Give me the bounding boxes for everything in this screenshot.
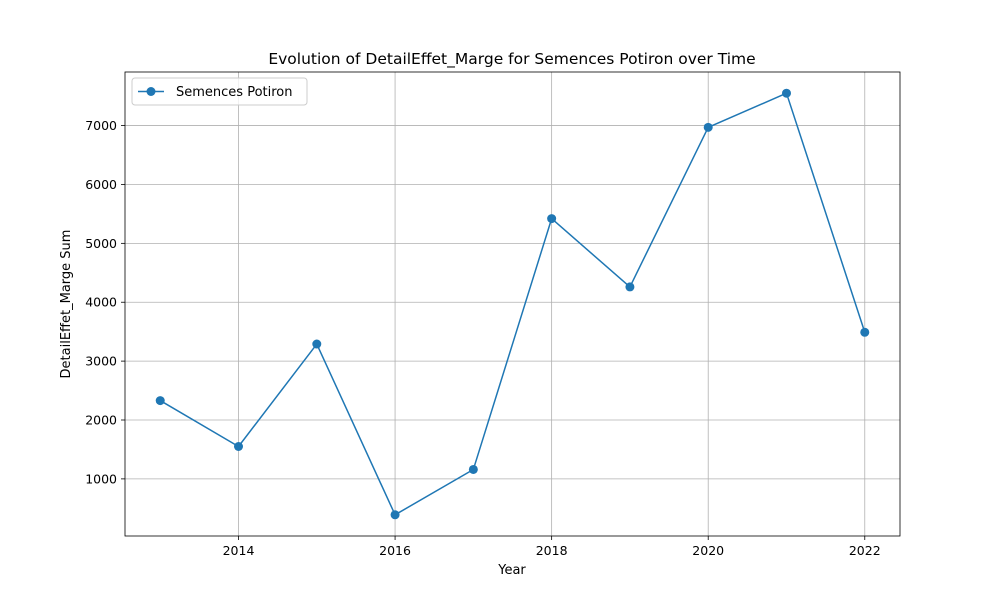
data-point-marker: [312, 339, 322, 349]
series-line: [159, 92, 866, 516]
y-axis-label: DetailEffet_Marge Sum: [59, 230, 74, 379]
data-point-marker: [625, 282, 635, 292]
x-tick-label: 2016: [379, 543, 411, 558]
x-tick-label: 2022: [849, 543, 881, 558]
plot-area-frame: [124, 71, 901, 537]
data-point-marker: [781, 88, 791, 98]
grid: [125, 72, 900, 536]
y-tick-label: 5000: [85, 236, 117, 251]
chart-title: Evolution of DetailEffet_Marge for Semen…: [268, 50, 755, 69]
x-tick-label: 2014: [223, 543, 255, 558]
data-point-marker: [155, 396, 165, 406]
data-point-marker: [234, 441, 244, 451]
axis-ticks: 2014 2016 2018 2020 2022 1000 2000 3000 4000 5000…: [85, 118, 880, 558]
x-axis-label: Year: [497, 563, 526, 578]
y-tick-label: 2000: [85, 413, 117, 428]
y-tick-label: 3000: [85, 354, 117, 369]
y-tick-label: 1000: [85, 471, 117, 486]
legend: Semences Potiron: [131, 77, 308, 106]
legend-marker-swatch: [146, 87, 156, 96]
y-tick-label: 6000: [85, 177, 117, 192]
data-point-marker: [547, 214, 557, 224]
data-point-marker: [468, 464, 478, 474]
legend-box: [131, 77, 308, 106]
data-point-marker: [390, 510, 400, 520]
x-tick-label: 2020: [692, 543, 724, 558]
data-point-marker: [860, 327, 870, 337]
x-tick-label: 2018: [536, 543, 568, 558]
series-layer: [155, 88, 870, 520]
legend-label: Semences Potiron: [176, 85, 293, 100]
y-tick-label: 4000: [85, 295, 117, 310]
data-point-marker: [703, 122, 713, 132]
y-tick-label: 7000: [85, 118, 117, 133]
